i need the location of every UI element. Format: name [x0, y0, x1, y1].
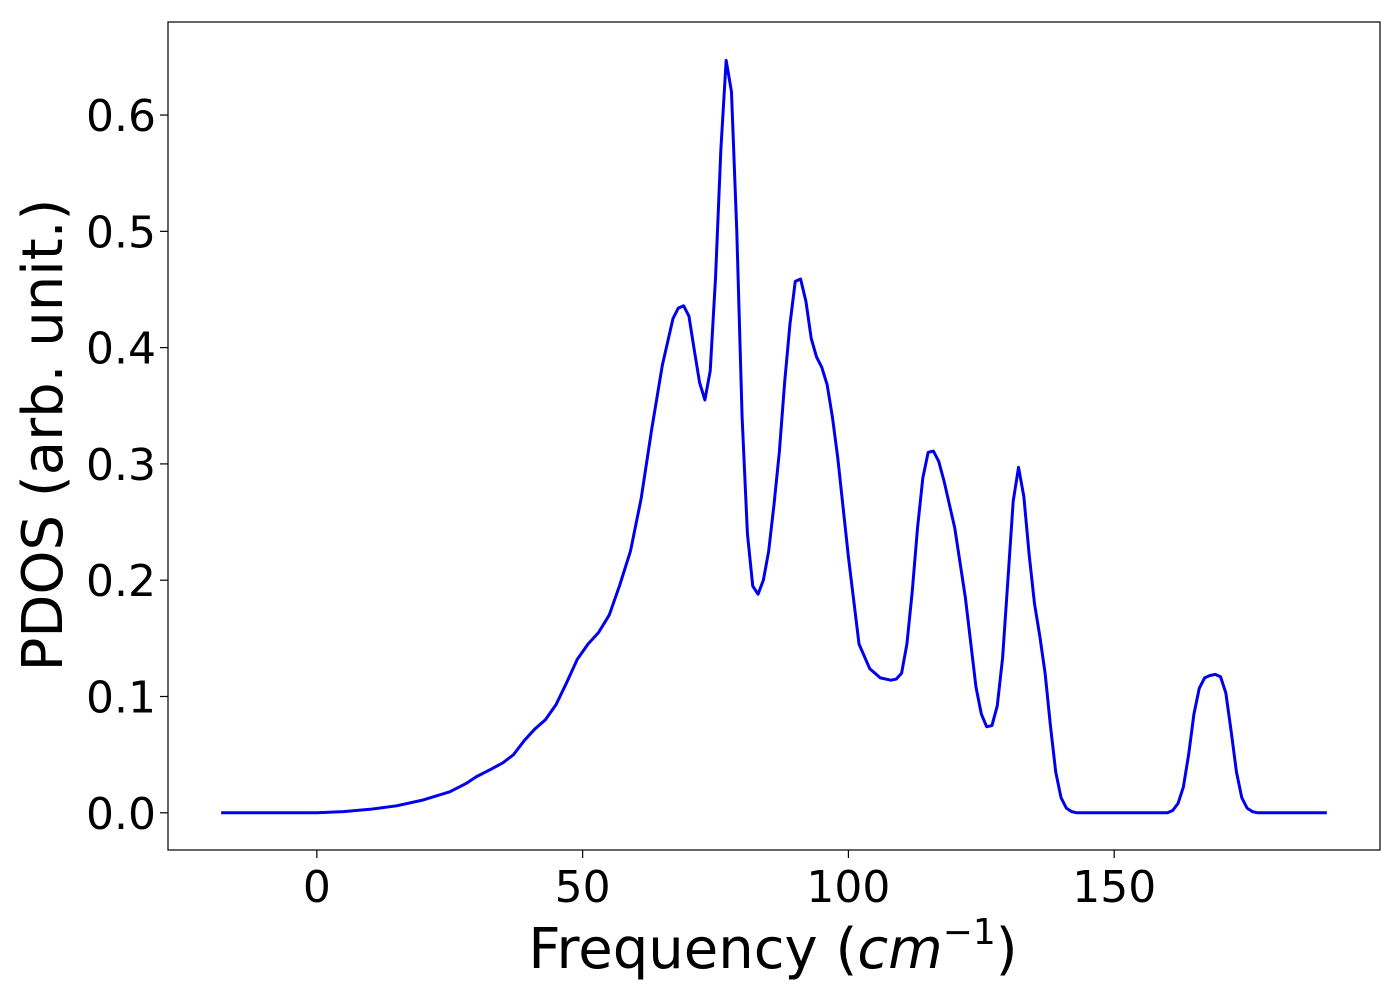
x-axis-label-suffix: ) — [996, 917, 1018, 982]
x-axis-label: Frequency (cm−1) — [528, 912, 1017, 982]
y-tick-label: 0.6 — [86, 91, 156, 142]
y-tick-label: 0.3 — [86, 440, 156, 491]
plot-frame — [167, 21, 1381, 851]
y-tick-label: 0.5 — [86, 207, 156, 258]
x-tick-label: 150 — [1072, 862, 1156, 913]
y-tick-label: 0.4 — [86, 324, 156, 375]
x-axis: 0 50 100 150 — [303, 850, 1156, 913]
x-tick-label: 100 — [806, 862, 890, 913]
y-tick-label: 0.1 — [86, 672, 156, 723]
x-tick-label: 50 — [555, 862, 611, 913]
plot-area — [167, 21, 1381, 851]
y-tick-label: 0.2 — [86, 556, 156, 607]
x-axis-label-unit: cm — [857, 917, 942, 982]
x-axis-label-prefix: Frequency ( — [528, 917, 857, 982]
y-axis-label: PDOS (arb. unit.) — [11, 199, 76, 672]
y-axis: 0.0 0.1 0.2 0.3 0.4 0.5 0.6 — [86, 91, 168, 840]
y-tick-label: 0.0 — [86, 789, 156, 840]
x-tick-label: 0 — [303, 862, 331, 913]
x-axis-label-exponent: −1 — [943, 912, 996, 953]
series-line-0 — [221, 58, 1327, 815]
